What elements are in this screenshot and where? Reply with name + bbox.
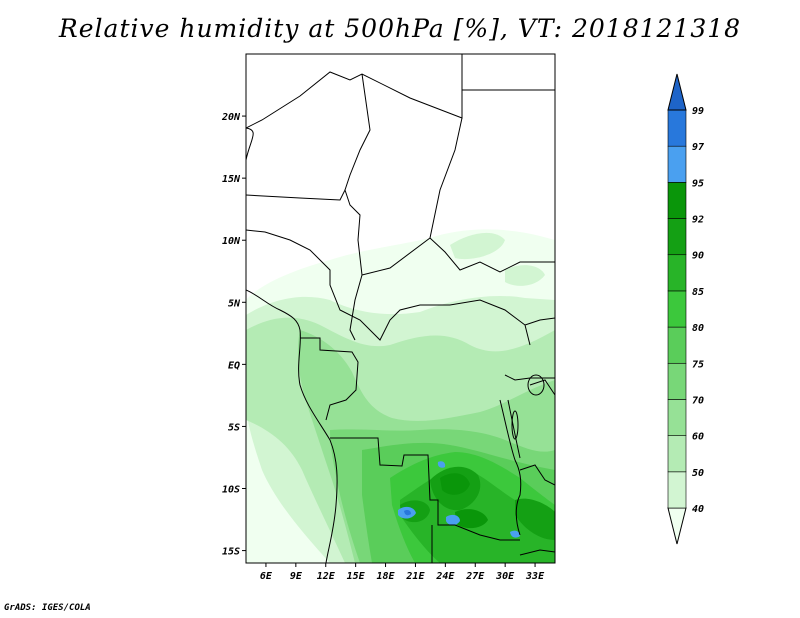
humidity-field	[246, 229, 555, 563]
colorbar-level-label: 85	[692, 287, 704, 298]
colorbar-segment	[667, 471, 687, 509]
country-borders	[246, 54, 555, 563]
lat-tick-label: 10S	[222, 485, 240, 496]
lon-tick-label: 33E	[525, 571, 545, 582]
lon-tick-label: 15E	[347, 571, 366, 582]
lon-tick-label: 18E	[377, 571, 396, 582]
lat-tick-label: 10N	[222, 236, 241, 247]
lon-tick-label: 6E	[260, 571, 273, 582]
colorbar-segment	[667, 435, 687, 473]
colorbar-level-label: 80	[692, 323, 704, 334]
lon-tick-label: 9E	[290, 571, 303, 582]
colorbar-segment	[667, 362, 687, 400]
lat-tick-label: 20N	[221, 112, 241, 123]
lat-tick-label: 15N	[222, 174, 241, 185]
colorbar-level-label: 70	[692, 395, 704, 406]
lon-tick-label: 12E	[317, 571, 336, 582]
lat-tick-label: 5S	[228, 422, 240, 433]
colorbar: 40 50 60 70 75 80 85 90 92 95 97 99	[667, 73, 704, 545]
colorbar-level-label: 50	[692, 468, 704, 479]
colorbar-segment	[667, 290, 687, 328]
lon-tick-label: 21E	[405, 571, 425, 582]
latitude-axis: 20N 15N 10N 5N EQ 5S 10S 15S	[221, 112, 246, 558]
map-title: Relative humidity at 500hPa [%], VT: 201…	[58, 14, 742, 43]
colorbar-level-label: 92	[692, 215, 704, 226]
colorbar-segment	[667, 326, 687, 364]
colorbar-level-label: 97	[692, 142, 704, 153]
lat-tick-label: EQ	[228, 360, 240, 371]
credit-label: GrADS: IGES/COLA	[4, 603, 91, 613]
map-frame	[245, 53, 556, 564]
colorbar-level-label: 40	[692, 504, 704, 515]
lat-tick-label: 15S	[222, 547, 240, 558]
colorbar-segment	[667, 182, 687, 219]
lon-tick-label: 30E	[495, 571, 515, 582]
lon-tick-label: 24E	[435, 571, 455, 582]
longitude-axis: 6E 9E 12E 15E 18E 21E 24E 27E 30E 33E	[260, 563, 545, 582]
colorbar-segment	[667, 145, 687, 183]
colorbar-min-arrow	[667, 507, 687, 545]
colorbar-level-label: 60	[692, 432, 704, 443]
colorbar-max-arrow	[667, 73, 687, 111]
lat-tick-label: 5N	[228, 298, 241, 309]
colorbar-level-label: 95	[692, 178, 704, 189]
colorbar-segment	[667, 254, 687, 292]
colorbar-level-label: 99	[692, 106, 704, 117]
lon-tick-label: 27E	[465, 571, 485, 582]
lakes	[511, 374, 545, 440]
colorbar-segment	[667, 218, 687, 256]
colorbar-level-label: 75	[692, 359, 704, 370]
colorbar-level-label: 90	[692, 251, 704, 262]
colorbar-segment	[667, 109, 687, 147]
colorbar-segment	[667, 399, 687, 436]
